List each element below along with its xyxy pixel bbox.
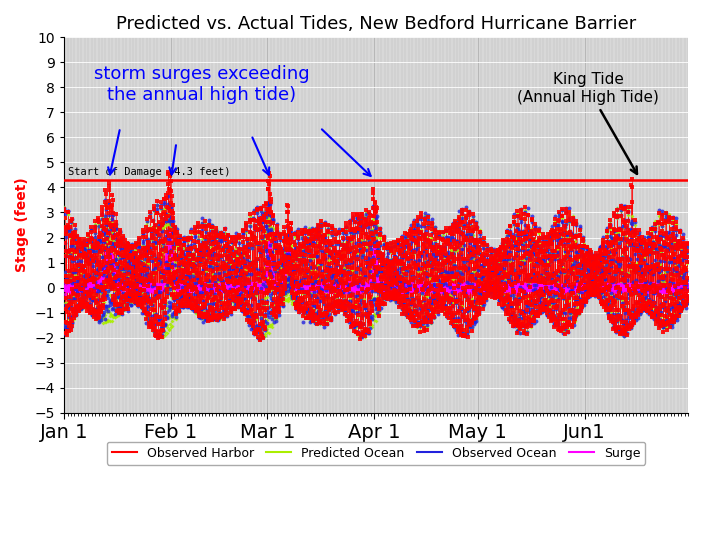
Legend: Observed Harbor, Predicted Ocean, Observed Ocean, Surge: Observed Harbor, Predicted Ocean, Observ…	[107, 442, 645, 465]
Title: Predicted vs. Actual Tides, New Bedford Hurricane Barrier: Predicted vs. Actual Tides, New Bedford …	[116, 15, 636, 33]
Text: King Tide
(Annual High Tide): King Tide (Annual High Tide)	[517, 72, 659, 174]
Text: Start of Damage (4.3 feet): Start of Damage (4.3 feet)	[67, 167, 230, 177]
Y-axis label: Stage (feet): Stage (feet)	[15, 177, 29, 272]
Text: storm surges exceeding
the annual high tide): storm surges exceeding the annual high t…	[93, 65, 309, 103]
